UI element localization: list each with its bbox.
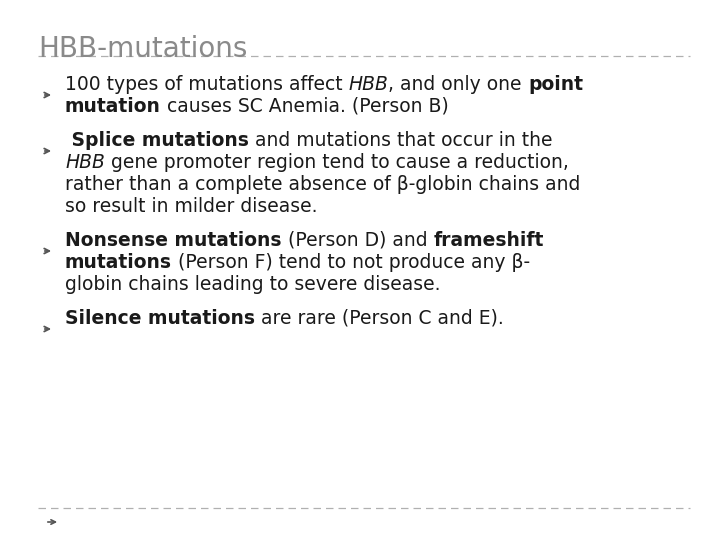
Text: mutation: mutation: [65, 97, 161, 116]
Text: , and only one: , and only one: [389, 75, 528, 94]
Text: so result in milder disease.: so result in milder disease.: [65, 197, 318, 216]
Text: frameshift: frameshift: [433, 231, 544, 250]
Text: Nonsense mutations: Nonsense mutations: [65, 231, 282, 250]
Text: mutations: mutations: [65, 253, 172, 272]
Text: (Person D) and: (Person D) and: [282, 231, 433, 250]
Text: Splice mutations: Splice mutations: [65, 131, 249, 150]
Text: and mutations that occur in the: and mutations that occur in the: [249, 131, 552, 150]
Text: globin chains leading to severe disease.: globin chains leading to severe disease.: [65, 275, 441, 294]
Text: rather than a complete absence of β-globin chains and: rather than a complete absence of β-glob…: [65, 175, 580, 194]
Text: are rare (Person C and E).: are rare (Person C and E).: [255, 309, 504, 328]
Text: 100 types of mutations affect: 100 types of mutations affect: [65, 75, 348, 94]
Text: gene promoter region tend to cause a reduction,: gene promoter region tend to cause a red…: [105, 153, 569, 172]
Text: Silence mutations: Silence mutations: [65, 309, 255, 328]
Text: point: point: [528, 75, 583, 94]
Text: HBB-mutations: HBB-mutations: [38, 35, 248, 63]
Text: HBB: HBB: [65, 153, 105, 172]
Text: causes SC Anemia. (Person B): causes SC Anemia. (Person B): [161, 97, 449, 116]
Text: (Person F) tend to not produce any β-: (Person F) tend to not produce any β-: [172, 253, 530, 272]
Text: HBB: HBB: [348, 75, 389, 94]
